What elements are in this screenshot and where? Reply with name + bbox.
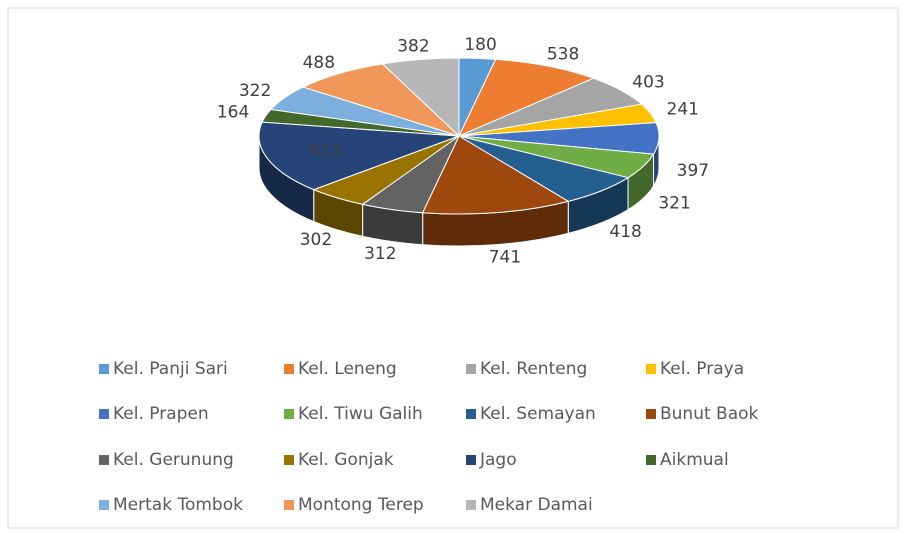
data-label: 538 bbox=[547, 44, 579, 64]
legend-swatch bbox=[646, 409, 656, 419]
legend-label: Kel. Gerunung bbox=[113, 450, 234, 470]
slice bbox=[457, 58, 595, 137]
legend-swatch bbox=[284, 364, 294, 374]
legend-label: Kel. Praya bbox=[660, 359, 744, 379]
legend-swatch bbox=[466, 364, 476, 374]
legend-label: Kel. Tiwu Galih bbox=[298, 404, 423, 424]
legend-label: Mekar Damai bbox=[480, 495, 593, 515]
legend-swatch bbox=[466, 455, 476, 465]
slice bbox=[381, 57, 460, 138]
legend-swatch bbox=[466, 409, 476, 419]
data-label: 302 bbox=[300, 230, 332, 250]
data-label: 403 bbox=[632, 72, 664, 92]
legend-label: Mertak Tombok bbox=[113, 495, 243, 515]
slice bbox=[258, 121, 460, 191]
data-label: 488 bbox=[303, 53, 335, 73]
legend-swatch bbox=[466, 500, 476, 510]
legend-swatch bbox=[99, 364, 109, 374]
data-label: 321 bbox=[658, 193, 690, 213]
data-label: 382 bbox=[397, 36, 429, 56]
legend-label: Jago bbox=[479, 450, 517, 470]
legend-label: Bunut Baok bbox=[660, 404, 759, 424]
legend-swatch bbox=[99, 500, 109, 510]
data-label: 397 bbox=[677, 161, 709, 181]
legend-swatch bbox=[646, 455, 656, 465]
data-label: 312 bbox=[364, 244, 396, 264]
legend-swatch bbox=[284, 455, 294, 465]
slice bbox=[421, 135, 570, 215]
legend-swatch bbox=[646, 364, 656, 374]
data-label: 322 bbox=[239, 81, 271, 101]
data-label: 241 bbox=[667, 99, 699, 119]
legend-label: Kel. Renteng bbox=[480, 359, 587, 379]
legend-swatch bbox=[99, 455, 109, 465]
legend-label: Kel. Gonjak bbox=[298, 450, 394, 470]
slice bbox=[301, 63, 460, 137]
data-label: 164 bbox=[217, 102, 249, 122]
legend-label: Kel. Panji Sari bbox=[113, 359, 228, 379]
data-label: 913 bbox=[309, 142, 341, 162]
legend-swatch bbox=[284, 409, 294, 419]
legend-swatch bbox=[99, 409, 109, 419]
legend-label: Kel. Leneng bbox=[298, 359, 397, 379]
legend-swatch bbox=[284, 500, 294, 510]
legend-label: Montong Terep bbox=[298, 495, 424, 515]
data-label: 741 bbox=[489, 247, 521, 267]
legend-label: Kel. Semayan bbox=[480, 404, 596, 424]
legend-label: Aikmual bbox=[660, 450, 729, 470]
legend-label: Kel. Prapen bbox=[113, 404, 209, 424]
data-label: 418 bbox=[609, 222, 641, 242]
data-label: 180 bbox=[464, 35, 496, 55]
